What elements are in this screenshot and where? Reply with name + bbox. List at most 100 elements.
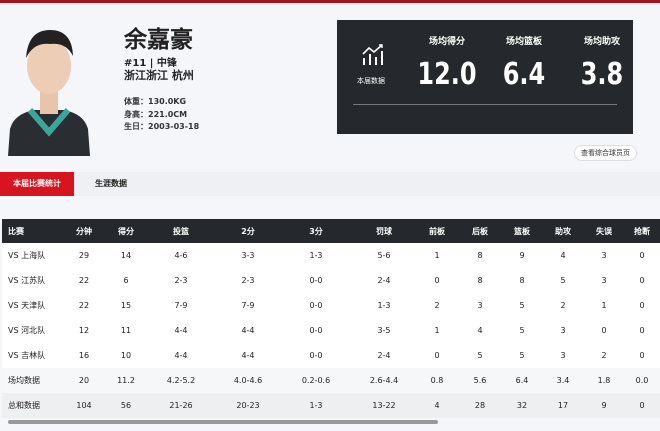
- table-cell: 0-0: [280, 268, 352, 293]
- stat-assists: 场均助攻 3.8: [562, 34, 642, 92]
- table-cell: 11.2: [106, 368, 146, 393]
- table-row: VS 江苏队 22 6 2-3 2-3 0-0 2-4 0 8 8 5 3 0: [2, 268, 660, 293]
- table-cell: 22: [62, 268, 106, 293]
- table-cell: VS 天津队: [2, 293, 62, 318]
- table-cell: 15: [106, 293, 146, 318]
- table-cell: 1-3: [280, 393, 352, 418]
- table-cell: 32: [502, 393, 542, 418]
- stat-rebounds: 场均篮板 6.4: [484, 34, 564, 92]
- table-cell: 0: [624, 343, 660, 368]
- table-cell: VS 上海队: [2, 243, 62, 268]
- table-cell: 1: [416, 243, 458, 268]
- table-cell: 5: [502, 318, 542, 343]
- tab-season-stats[interactable]: 本届比赛统计: [0, 172, 74, 196]
- table-cell: 5: [542, 268, 584, 293]
- table-cell: 2: [584, 343, 624, 368]
- table-cell: 20: [62, 368, 106, 393]
- table-header: 比赛 分钟 得分 投篮 2分 3分 罚球 前板 后板 篮板 助攻 失误 抢断: [2, 219, 660, 243]
- table-cell: 1: [416, 318, 458, 343]
- player-name: 余嘉豪: [124, 27, 193, 53]
- table-cell: 6: [106, 268, 146, 293]
- table-cell: 1-3: [352, 293, 416, 318]
- stat-value: 12.0: [417, 57, 477, 92]
- column-header: 前板: [416, 219, 458, 243]
- player-photo: [0, 14, 98, 156]
- player-birthday: 生日：2003-03-18: [124, 122, 200, 131]
- table-cell: 8: [458, 243, 502, 268]
- tab-bar: 本届比赛统计 生涯数据: [0, 172, 660, 196]
- column-header: 得分: [106, 219, 146, 243]
- table-cell: 8: [502, 268, 542, 293]
- table-cell: 4-4: [216, 343, 280, 368]
- table-cell: 4: [416, 393, 458, 418]
- table-row: VS 天津队 22 15 7-9 7-9 0-0 1-3 2 3 5 2 1 0: [2, 293, 660, 318]
- season-stats-panel: 本届数据 场均得分 12.0 场均篮板 6.4 场均助攻 3.8: [337, 20, 633, 134]
- table-cell: 0.2-0.6: [280, 368, 352, 393]
- table-cell: 4: [458, 318, 502, 343]
- table-cell: 3: [584, 243, 624, 268]
- table-cell: 9: [584, 393, 624, 418]
- table-cell: 3: [542, 343, 584, 368]
- table-cell: 场均数据: [2, 368, 62, 393]
- column-header: 失误: [584, 219, 624, 243]
- horizontal-scrollbar[interactable]: [8, 420, 438, 424]
- view-player-page-button[interactable]: 查看综合球员页: [574, 145, 637, 161]
- column-header: 分钟: [62, 219, 106, 243]
- table-cell: 2-3: [146, 268, 216, 293]
- table-cell: 7-9: [216, 293, 280, 318]
- table-cell: 1.8: [584, 368, 624, 393]
- season-stats-label: 本届数据: [357, 77, 385, 85]
- column-header: 后板: [458, 219, 502, 243]
- column-header: 2分: [216, 219, 280, 243]
- table-cell: 21-26: [146, 393, 216, 418]
- table-cell: 3: [542, 318, 584, 343]
- player-height: 身高：221.0CM: [124, 110, 188, 119]
- table-cell: 11: [106, 318, 146, 343]
- player-weight: 体重：130.0KG: [124, 97, 187, 106]
- column-header: 篮板: [502, 219, 542, 243]
- table-cell: 56: [106, 393, 146, 418]
- table-cell: 0: [624, 268, 660, 293]
- table-cell: 3.4: [542, 368, 584, 393]
- stat-label: 场均得分: [428, 37, 465, 47]
- stat-label: 场均篮板: [505, 37, 542, 47]
- column-header: 3分: [280, 219, 352, 243]
- table-cell: 5-6: [352, 243, 416, 268]
- table-row: 场均数据 20 11.2 4.2-5.2 4.0-4.6 0.2-0.6 2.6-4.4 0.…: [2, 368, 660, 393]
- table-cell: 0: [624, 393, 660, 418]
- column-header: 助攻: [542, 219, 584, 243]
- column-header: 罚球: [352, 219, 416, 243]
- table-cell: 5: [458, 343, 502, 368]
- tab-career-stats[interactable]: 生涯数据: [95, 179, 127, 188]
- top-bar: [0, 0, 660, 3]
- table-cell: 3: [458, 293, 502, 318]
- table-cell: 9: [502, 243, 542, 268]
- table-cell: 22: [62, 293, 106, 318]
- table-cell: 10: [106, 343, 146, 368]
- table-cell: 0: [416, 268, 458, 293]
- table-cell: 5: [502, 343, 542, 368]
- player-position: #11 | 中锋: [124, 58, 177, 69]
- table-cell: 28: [458, 393, 502, 418]
- table-cell: 6.4: [502, 368, 542, 393]
- table-cell: 0: [416, 343, 458, 368]
- table-row: VS 上海队 29 14 4-6 3-3 1-3 5-6 1 8 9 4 3 0: [2, 243, 660, 268]
- table-cell: 0: [624, 243, 660, 268]
- table-cell: 2-3: [216, 268, 280, 293]
- table-cell: 8: [458, 268, 502, 293]
- table-cell: 0-0: [280, 293, 352, 318]
- table-cell: 4-4: [146, 318, 216, 343]
- table-cell: 17: [542, 393, 584, 418]
- table-cell: 0: [624, 318, 660, 343]
- stat-label: 场均助攻: [583, 37, 620, 47]
- table-cell: 0: [624, 293, 660, 318]
- table-cell: 2: [416, 293, 458, 318]
- stat-value: 3.8: [580, 57, 624, 92]
- table-cell: 14: [106, 243, 146, 268]
- table-cell: VS 江苏队: [2, 268, 62, 293]
- table-cell: 总和数据: [2, 393, 62, 418]
- table-cell: 4-6: [146, 243, 216, 268]
- table-cell: 16: [62, 343, 106, 368]
- column-header: 投篮: [146, 219, 216, 243]
- divider: [353, 104, 617, 105]
